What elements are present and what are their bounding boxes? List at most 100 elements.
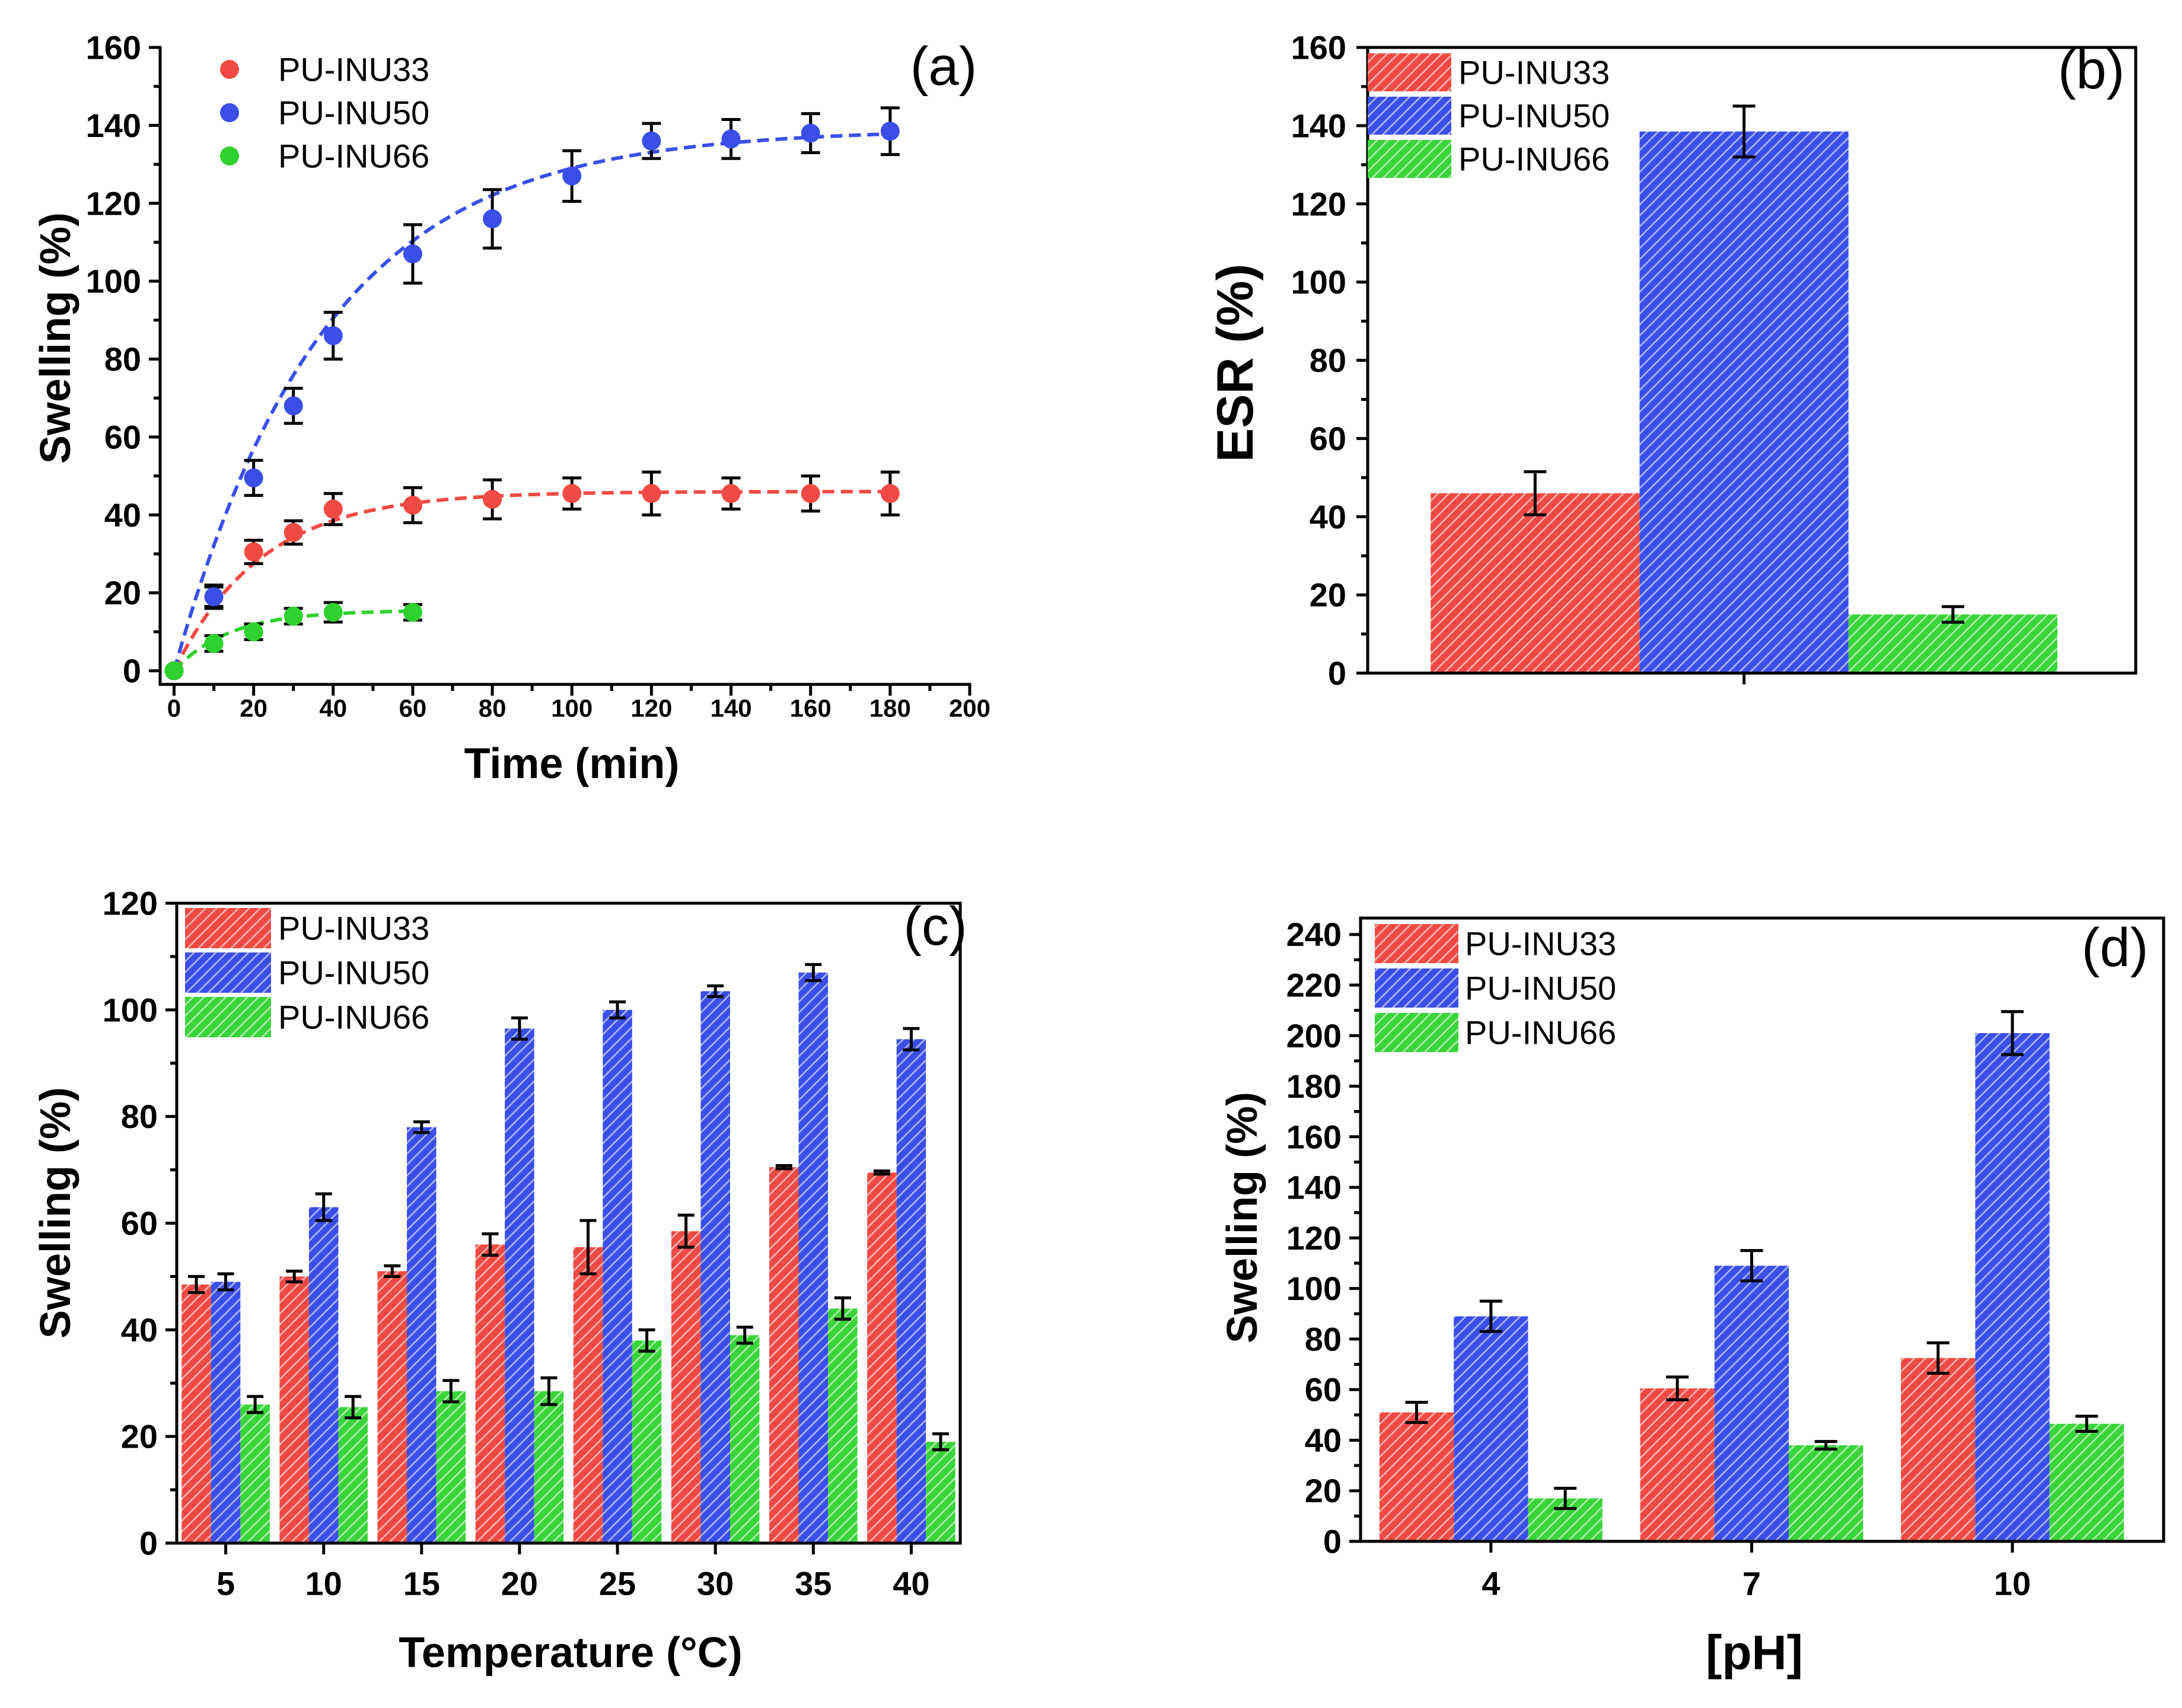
panel-a-point-pu-inu50: [880, 122, 900, 141]
panel-c-bar-pu-inu33: [867, 1172, 897, 1543]
panel-d-y-tick-label: 160: [1286, 1118, 1342, 1155]
panel-d: 0 20 40 60 80 100 120 140 160 180 200 220 240 4 7 10 (d)…: [1219, 916, 2165, 1680]
panel-a-point-pu-inu66: [244, 622, 263, 642]
panel-a-point-pu-inu50: [204, 587, 224, 607]
panel-c-legend-swatch-pu-inu33: [185, 908, 271, 948]
panel-d-bar-pu-inu33: [1901, 1358, 1976, 1541]
panel-b-bar-pu-inu66: [1848, 614, 2057, 673]
panel-d-x-tick-label: 4: [1482, 1565, 1500, 1602]
panel-c-legend-label: PU-INU50: [278, 954, 429, 992]
panel-a-point-pu-inu66: [323, 603, 343, 622]
panel-a-legend-label: PU-INU66: [278, 138, 429, 175]
panel-c-error-bar-pu-inu33: [384, 1264, 401, 1278]
panel-a-point-pu-inu50: [283, 396, 303, 416]
panel-c-bar-pu-inu33: [573, 1247, 603, 1543]
panel-b-y-tick-label: 140: [1291, 107, 1346, 144]
panel-c-error-bar-pu-inu66: [442, 1379, 460, 1404]
panel-a-point-pu-inu33: [642, 484, 661, 504]
panel-c-error-bar-pu-inu33: [286, 1269, 303, 1283]
panel-c-bar-pu-inu66: [926, 1442, 955, 1543]
panel-c-bar-pu-inu50: [211, 1282, 241, 1543]
panel-a-y-tick-label: 60: [104, 418, 141, 455]
panel-a-point-pu-inu50: [562, 166, 582, 186]
panel-a-point-pu-inu33: [483, 489, 502, 509]
panel-c-error-bar-pu-inu66: [540, 1376, 558, 1406]
panel-d-legend-swatch-pu-inu33: [1375, 924, 1458, 963]
panel-a-y-tick-label: 160: [86, 29, 141, 66]
panel-d-y-tick-label: 40: [1305, 1422, 1342, 1459]
panel-a-y-tick-label: 100: [86, 263, 141, 300]
panel-d-error-bar-pu-inu66: [1814, 1440, 1837, 1451]
panel-d-legend: PU-INU33 PU-INU50 PU-INU66: [1375, 924, 1616, 1052]
panel-c-error-bar-pu-inu33: [579, 1219, 597, 1276]
panel-c-legend-swatch-pu-inu50: [185, 952, 271, 993]
panel-a-y-tick-label: 0: [123, 652, 141, 690]
panel-d-bar-pu-inu50: [1975, 1033, 2050, 1541]
panel-d-y-tick-label: 220: [1286, 966, 1342, 1003]
panel-a-legend-label: PU-INU33: [278, 51, 429, 88]
panel-a-point-pu-inu50: [642, 131, 661, 151]
panel-c-bar-pu-inu66: [338, 1407, 368, 1543]
panel-a-point-pu-inu50: [323, 326, 343, 346]
panel-b-y-tick-label: 100: [1291, 263, 1346, 301]
panel-a-point-pu-inu33: [283, 522, 303, 542]
panel-c-y-tick-label: 40: [121, 1311, 158, 1349]
panel-b-legend-swatch-pu-inu66: [1368, 140, 1451, 178]
panel-a-point-pu-inu66: [283, 607, 303, 626]
panel-b-bar-pu-inu33: [1431, 493, 1640, 673]
panel-c-error-bar-pu-inu50: [707, 984, 724, 998]
panel-a-point-pu-inu33: [323, 499, 343, 519]
panel-d-y-axis-label: Swelling (%): [1219, 1092, 1266, 1343]
panel-a-y-tick-label: 40: [104, 496, 141, 534]
panel-b-y-tick-label: 0: [1328, 655, 1346, 692]
panel-a-x-tick-label: 40: [319, 694, 347, 722]
panel-c-legend: PU-INU33 PU-INU50 PU-INU66: [185, 908, 429, 1037]
panel-a-title: (a): [910, 36, 977, 97]
panel-a-legend-marker-pu-inu50: [220, 103, 239, 122]
panel-c-x-tick-label: 15: [403, 1565, 440, 1602]
panel-d-frame: [1359, 916, 2165, 1543]
panel-c-error-bar-pu-inu33: [873, 1169, 890, 1176]
panel-b-legend-swatch-pu-inu50: [1368, 97, 1451, 135]
panel-b-legend-label: PU-INU50: [1458, 97, 1610, 135]
panel-d-error-bar-pu-inu50: [1740, 1249, 1763, 1283]
panel-b-legend: PU-INU33 PU-INU50 PU-INU66: [1368, 53, 1610, 178]
panel-b-y-tick-label: 40: [1310, 498, 1346, 536]
panel-c-bar-pu-inu50: [407, 1127, 437, 1543]
panel-c-error-bar-pu-inu66: [638, 1328, 655, 1353]
panel-d-error-bar-pu-inu50: [2001, 1010, 2024, 1056]
panel-c-error-bar-pu-inu66: [932, 1432, 949, 1452]
panel-d-legend-swatch-pu-inu66: [1375, 1013, 1458, 1052]
panel-b-legend-swatch-pu-inu33: [1368, 53, 1451, 91]
panel-a-x-tick-label: 0: [167, 694, 181, 722]
panel-d-legend-label: PU-INU66: [1465, 1014, 1616, 1051]
panel-d-y-tick-label: 20: [1305, 1472, 1342, 1509]
panel-c-error-bar-pu-inu33: [188, 1274, 205, 1294]
panel-c-bar-pu-inu66: [730, 1335, 760, 1543]
panel-c-bar-pu-inu50: [896, 1039, 926, 1543]
panel-c-bar-pu-inu66: [240, 1404, 270, 1543]
panel-b-legend-label: PU-INU66: [1458, 141, 1610, 178]
panel-a-fit-curve-pu-inu33: [172, 489, 890, 672]
panel-c-error-bar-pu-inu50: [511, 1016, 528, 1041]
panel-b-y-axis-label: ESR (%): [1207, 264, 1264, 462]
panel-a-point-pu-inu33: [562, 484, 582, 504]
panel-c-x-tick-label: 10: [305, 1565, 342, 1602]
panel-a-x-tick-label: 120: [630, 694, 672, 722]
panel-d-bar-pu-inu50: [1714, 1266, 1789, 1541]
panel-c-bar-pu-inu50: [308, 1207, 339, 1543]
panel-d-legend-swatch-pu-inu50: [1375, 968, 1458, 1008]
panel-c-x-tick-label: 40: [893, 1565, 929, 1602]
panel-c-y-axis-label: Swelling (%): [32, 1087, 79, 1339]
panel-c-bar-pu-inu50: [798, 972, 829, 1543]
panel-c-error-bar-pu-inu50: [805, 963, 822, 982]
panel-a-point-pu-inu50: [483, 209, 502, 229]
panel-d-error-bar-pu-inu50: [1479, 1299, 1502, 1333]
panel-b-error-bar-pu-inu50: [1732, 104, 1756, 159]
panel-a-point-pu-inu50: [801, 123, 820, 143]
panel-c-error-bar-pu-inu50: [413, 1120, 430, 1135]
panel-a-y-tick-label: 80: [104, 340, 141, 378]
panel-c-x-tick-label: 20: [501, 1565, 538, 1602]
panel-c-x-tick-label: 25: [599, 1565, 636, 1602]
